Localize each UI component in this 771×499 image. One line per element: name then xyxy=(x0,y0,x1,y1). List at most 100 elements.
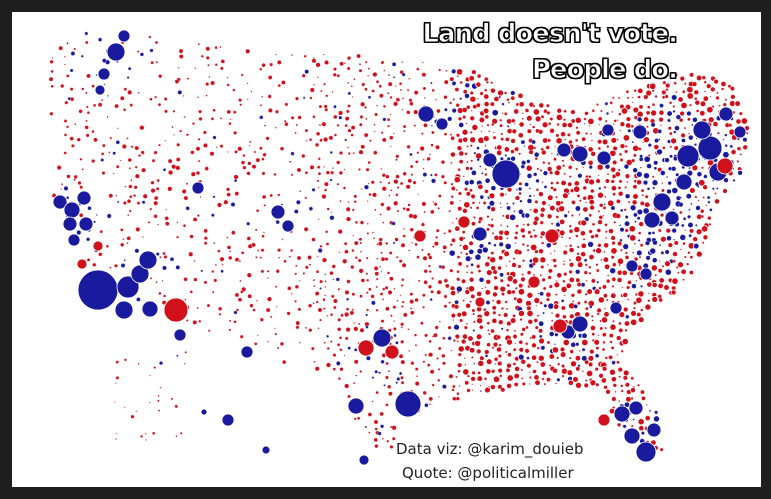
county-bubble xyxy=(139,52,144,57)
county-bubble xyxy=(315,142,320,147)
metro-bubble xyxy=(692,120,712,140)
county-bubble xyxy=(509,317,517,324)
county-bubble xyxy=(171,126,174,129)
county-bubble xyxy=(350,133,354,137)
county-bubble xyxy=(371,376,375,379)
county-bubble xyxy=(234,257,240,262)
county-bubble xyxy=(206,303,211,308)
county-bubble xyxy=(530,342,538,349)
county-bubble xyxy=(476,264,481,269)
county-bubble xyxy=(457,369,461,373)
county-bubble xyxy=(60,183,64,186)
county-bubble xyxy=(616,138,619,141)
county-bubble xyxy=(532,108,541,116)
county-bubble xyxy=(539,213,545,218)
county-bubble xyxy=(652,240,658,246)
county-bubble xyxy=(213,242,216,245)
county-bubble xyxy=(453,176,461,184)
county-bubble xyxy=(616,354,619,356)
county-bubble xyxy=(538,102,545,109)
county-bubble xyxy=(650,264,658,272)
county-bubble xyxy=(579,199,582,202)
county-bubble xyxy=(321,121,327,127)
county-bubble xyxy=(611,277,617,282)
county-bubble xyxy=(451,313,456,318)
county-bubble xyxy=(415,160,419,164)
headline-line-2: People do. xyxy=(531,55,678,86)
county-bubble xyxy=(354,240,359,246)
county-bubble xyxy=(616,119,619,122)
county-bubble xyxy=(602,256,610,263)
county-bubble xyxy=(105,244,109,248)
county-bubble xyxy=(114,401,116,403)
county-bubble xyxy=(367,74,370,77)
county-bubble xyxy=(620,384,624,388)
county-bubble xyxy=(333,305,337,310)
county-bubble xyxy=(391,221,396,226)
county-bubble xyxy=(560,236,564,239)
county-bubble xyxy=(365,313,369,317)
county-bubble xyxy=(430,143,434,147)
county-bubble xyxy=(226,187,231,192)
county-bubble xyxy=(490,223,495,228)
county-bubble xyxy=(429,369,435,374)
county-bubble xyxy=(630,376,634,381)
county-bubble xyxy=(512,314,516,318)
county-bubble xyxy=(84,31,89,36)
county-bubble xyxy=(518,121,525,128)
county-bubble xyxy=(659,103,664,108)
county-bubble xyxy=(492,269,498,275)
county-bubble xyxy=(389,145,392,148)
county-bubble xyxy=(98,252,103,257)
county-bubble xyxy=(553,169,561,177)
county-bubble xyxy=(506,363,512,369)
county-bubble xyxy=(63,55,66,58)
county-bubble xyxy=(365,256,369,260)
county-bubble xyxy=(463,357,466,360)
county-bubble xyxy=(542,311,545,315)
county-bubble xyxy=(703,80,707,84)
county-bubble xyxy=(602,214,605,217)
county-bubble xyxy=(308,328,313,333)
county-bubble xyxy=(484,349,490,355)
county-bubble xyxy=(469,257,473,260)
county-bubble xyxy=(177,90,183,95)
county-bubble xyxy=(489,256,497,264)
county-bubble xyxy=(339,348,343,352)
county-bubble xyxy=(638,104,644,110)
county-bubble xyxy=(581,370,584,373)
county-bubble xyxy=(517,264,522,269)
county-bubble xyxy=(534,157,538,161)
county-bubble xyxy=(559,351,567,358)
county-bubble xyxy=(142,236,144,238)
county-bubble xyxy=(628,225,636,233)
county-bubble xyxy=(595,353,600,358)
county-bubble xyxy=(633,153,637,158)
county-bubble xyxy=(233,130,238,135)
county-bubble xyxy=(458,191,462,196)
county-bubble xyxy=(514,235,518,240)
county-bubble xyxy=(337,229,343,234)
county-bubble xyxy=(701,75,706,80)
county-bubble xyxy=(541,150,547,155)
county-bubble xyxy=(620,389,624,393)
county-bubble xyxy=(568,236,571,240)
county-bubble xyxy=(390,189,393,192)
county-bubble xyxy=(325,94,329,98)
county-bubble xyxy=(437,207,440,210)
county-bubble xyxy=(626,285,630,290)
county-bubble xyxy=(69,87,74,91)
county-bubble xyxy=(571,200,576,205)
county-bubble xyxy=(239,279,242,282)
county-bubble xyxy=(450,136,455,141)
county-bubble xyxy=(120,242,125,247)
county-bubble xyxy=(377,431,382,436)
county-bubble xyxy=(427,363,431,367)
county-bubble xyxy=(366,355,371,361)
county-bubble xyxy=(137,91,140,94)
county-bubble xyxy=(337,317,342,322)
county-bubble xyxy=(455,103,460,108)
county-bubble xyxy=(401,278,405,282)
county-bubble xyxy=(459,318,463,323)
county-bubble xyxy=(537,191,544,198)
